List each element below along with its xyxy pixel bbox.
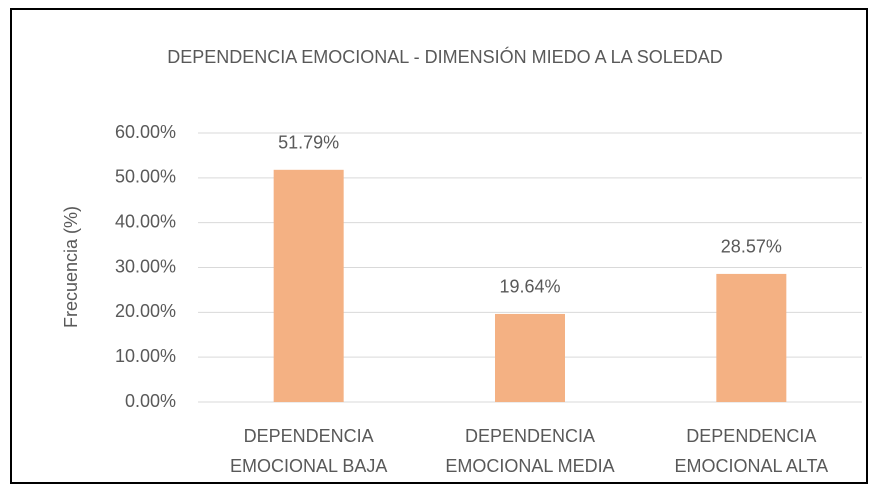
data-label: 19.64% [499, 277, 560, 297]
y-tick-label: 30.00% [115, 256, 176, 276]
y-tick-label: 0.00% [125, 391, 176, 411]
x-tick-label: DEPENDENCIA EMOCIONAL ALTA [674, 426, 829, 476]
x-tick-label: DEPENDENCIA EMOCIONAL MEDIA [445, 426, 615, 476]
bar [495, 313, 565, 402]
y-tick-label: 10.00% [115, 346, 176, 366]
chart-title: DEPENDENCIA EMOCIONAL - DIMENSIÓN MIEDO … [167, 47, 723, 67]
y-tick-label: 50.00% [115, 167, 176, 187]
data-label: 28.57% [721, 237, 782, 257]
y-axis-title: Frecuencia (%) [61, 206, 81, 328]
bar [716, 273, 787, 402]
bar [273, 169, 344, 402]
x-tick-label: DEPENDENCIA EMOCIONAL BAJA [229, 426, 388, 476]
y-tick-label: 40.00% [115, 211, 176, 231]
data-label: 51.79% [278, 133, 339, 153]
chart-frame [10, 8, 868, 484]
y-tick-label: 60.00% [115, 122, 176, 142]
y-tick-label: 20.00% [115, 301, 176, 321]
